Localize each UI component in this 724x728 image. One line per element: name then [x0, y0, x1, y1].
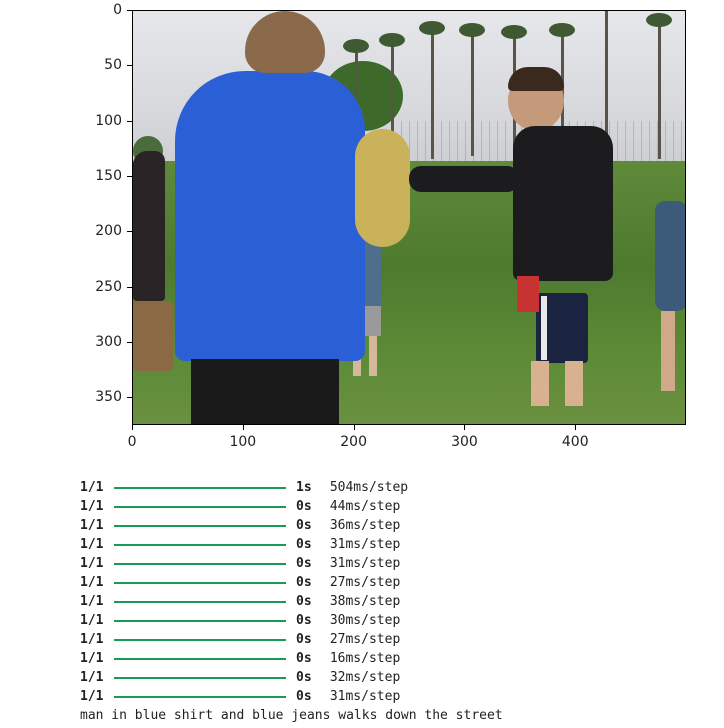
step-count: 1/1	[80, 594, 104, 609]
progress-bar	[114, 505, 286, 508]
progress-log-row: 1/1 0s 27ms/step	[80, 630, 503, 649]
x-tick-label: 400	[561, 434, 589, 450]
step-rate: 32ms/step	[329, 670, 401, 685]
step-time: 0s	[296, 499, 312, 514]
step-rate: 31ms/step	[329, 537, 401, 552]
step-rate: 30ms/step	[329, 613, 401, 628]
step-count: 1/1	[80, 670, 104, 685]
y-tick-mark	[127, 286, 132, 288]
photo-gold-pad	[355, 129, 410, 247]
y-tick-label: 250	[95, 278, 122, 295]
progress-log-row: 1/1 0s 30ms/step	[80, 611, 503, 630]
progress-log-row: 1/1 0s 36ms/step	[80, 516, 503, 535]
x-tick-label: 200	[340, 434, 367, 450]
step-rate: 44ms/step	[329, 499, 401, 514]
x-tick-label: 300	[451, 434, 478, 450]
step-time: 0s	[296, 689, 312, 704]
y-tick-mark	[127, 65, 132, 67]
step-time: 0s	[296, 556, 312, 571]
step-count: 1/1	[80, 689, 104, 704]
y-tick-mark	[127, 176, 132, 178]
photo-palm	[391, 41, 394, 151]
step-count: 1/1	[80, 613, 104, 628]
progress-log-row: 1/1 0s 16ms/step	[80, 649, 503, 668]
step-rate: 31ms/step	[329, 689, 401, 704]
step-count: 1/1	[80, 537, 104, 552]
y-tick-mark	[127, 231, 132, 233]
step-time: 1s	[296, 480, 312, 495]
y-tick-label: 100	[95, 112, 122, 129]
x-tick-mark	[132, 425, 134, 430]
step-count: 1/1	[80, 651, 104, 666]
y-tick-label: 300	[95, 334, 122, 351]
photo-right-child	[655, 201, 685, 311]
step-count: 1/1	[80, 556, 104, 571]
progress-log-row: 1/1 1s 504ms/step	[80, 478, 503, 497]
progress-bar	[114, 619, 286, 622]
progress-log-row: 1/1 0s 44ms/step	[80, 497, 503, 516]
y-tick-mark	[127, 10, 132, 12]
step-time: 0s	[296, 575, 312, 590]
step-rate: 38ms/step	[329, 594, 401, 609]
x-tick-label: 0	[127, 434, 137, 450]
x-tick-mark	[353, 425, 355, 430]
progress-log-row: 1/1 0s 32ms/step	[80, 668, 503, 687]
step-count: 1/1	[80, 518, 104, 533]
progress-bar	[114, 543, 286, 546]
y-tick-label: 350	[95, 389, 122, 406]
y-tick-label: 200	[95, 223, 122, 240]
progress-bar	[114, 657, 286, 660]
step-rate: 27ms/step	[329, 575, 401, 590]
step-rate: 31ms/step	[329, 556, 401, 571]
image-plot-area	[132, 10, 686, 425]
step-time: 0s	[296, 670, 312, 685]
prediction-progress-log: 1/1 1s 504ms/step 1/1 0s 44ms/step 1/1 0s 36m…	[80, 478, 503, 706]
step-rate: 27ms/step	[329, 632, 401, 647]
step-time: 0s	[296, 651, 312, 666]
progress-log-row: 1/1 0s 31ms/step	[80, 687, 503, 706]
y-tick-mark	[127, 342, 132, 344]
progress-bar	[114, 524, 286, 527]
step-count: 1/1	[80, 499, 104, 514]
x-tick-mark	[575, 425, 577, 430]
step-time: 0s	[296, 613, 312, 628]
progress-log-row: 1/1 0s 27ms/step	[80, 573, 503, 592]
step-rate: 16ms/step	[329, 651, 401, 666]
step-time: 0s	[296, 537, 312, 552]
progress-log-row: 1/1 0s 38ms/step	[80, 592, 503, 611]
photo-left-child	[133, 151, 165, 301]
photo-boy-blue-hoodie	[175, 71, 365, 361]
step-count: 1/1	[80, 480, 104, 495]
y-tick-mark	[127, 397, 132, 399]
progress-bar	[114, 486, 286, 489]
image-figure: 0 50 100 150 200 250 300 350 0 100 200 300 400	[95, 2, 686, 450]
progress-bar	[114, 695, 286, 698]
photo-child-red-shorts	[517, 276, 539, 312]
progress-bar	[114, 581, 286, 584]
progress-bar	[114, 562, 286, 565]
step-count: 1/1	[80, 575, 104, 590]
console-output: 1/1 1s 504ms/step 1/1 0s 44ms/step 1/1 0s 36m…	[80, 478, 503, 726]
progress-bar	[114, 676, 286, 679]
step-time: 0s	[296, 594, 312, 609]
step-rate: 504ms/step	[329, 480, 409, 495]
y-tick-label: 0	[113, 2, 122, 19]
y-tick-label: 50	[104, 57, 122, 74]
step-count: 1/1	[80, 632, 104, 647]
progress-bar	[114, 600, 286, 603]
y-tick-label: 150	[95, 168, 122, 185]
x-tick-mark	[464, 425, 466, 430]
step-time: 0s	[296, 632, 312, 647]
progress-bar	[114, 638, 286, 641]
y-tick-mark	[127, 120, 132, 122]
x-tick-label: 100	[229, 434, 257, 450]
step-time: 0s	[296, 518, 312, 533]
step-rate: 36ms/step	[329, 518, 401, 533]
x-tick-mark	[242, 425, 244, 430]
progress-log-row: 1/1 0s 31ms/step	[80, 554, 503, 573]
generated-caption: man in blue shirt and blue jeans walks d…	[80, 708, 503, 723]
progress-log-row: 1/1 0s 31ms/step	[80, 535, 503, 554]
